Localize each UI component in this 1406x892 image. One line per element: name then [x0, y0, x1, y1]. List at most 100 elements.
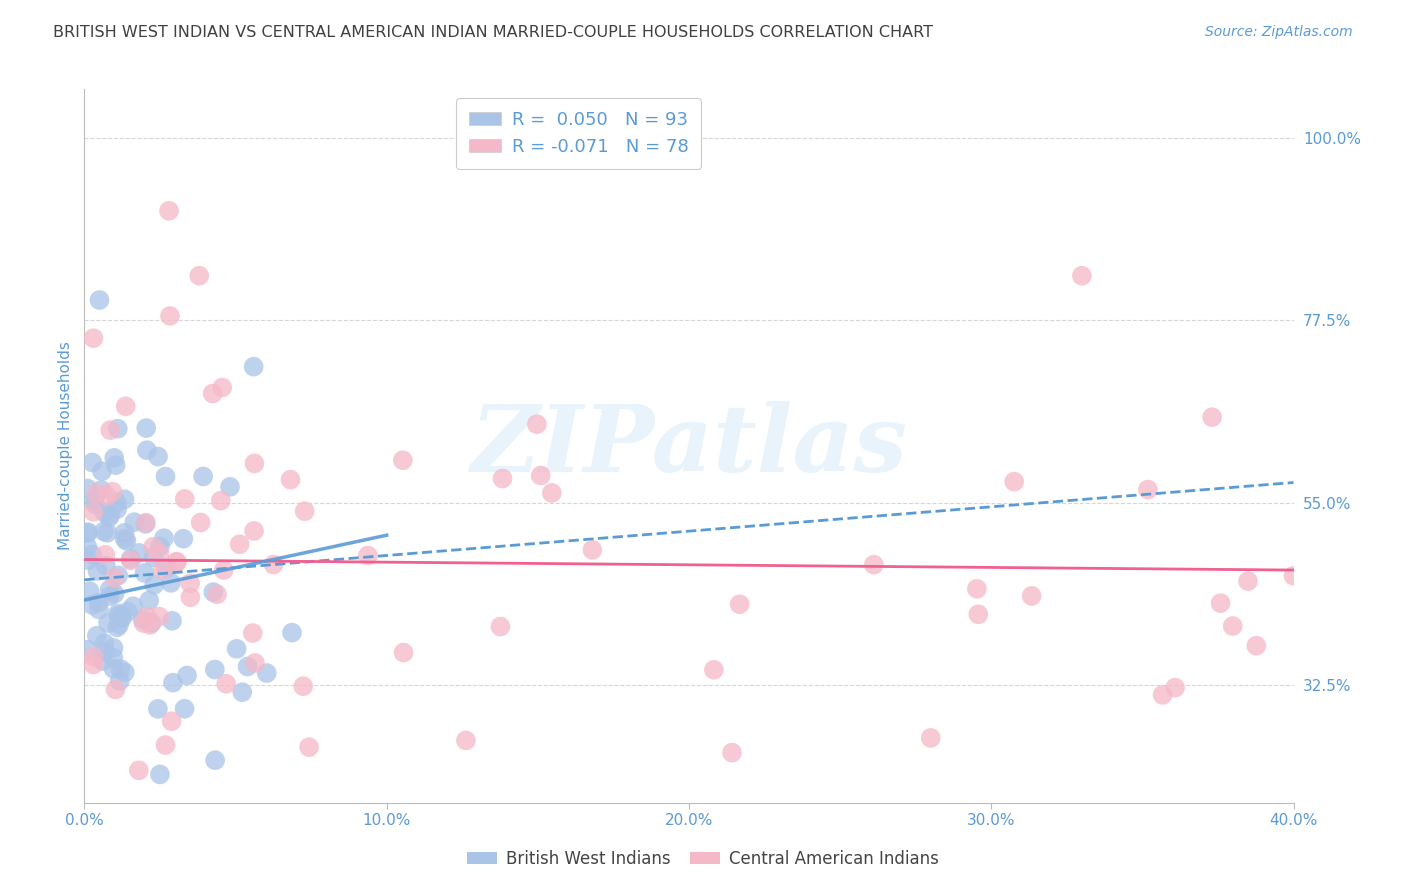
Point — [76, 482, 98, 496]
Point — [98, 589, 121, 603]
Point — [79, 584, 101, 599]
Point — [256, 666, 278, 681]
Point — [148, 547, 170, 561]
Point — [142, 540, 165, 554]
Point — [87, 602, 110, 616]
Point — [138, 593, 160, 607]
Point — [454, 733, 477, 747]
Point — [242, 359, 264, 374]
Point — [166, 555, 188, 569]
Point — [105, 620, 128, 634]
Point — [1164, 681, 1187, 695]
Legend: R =  0.050   N = 93, R = -0.071   N = 78: R = 0.050 N = 93, R = -0.071 N = 78 — [456, 98, 702, 169]
Point — [94, 548, 117, 562]
Point — [128, 546, 150, 560]
Point — [201, 386, 224, 401]
Point — [155, 738, 177, 752]
Point — [1201, 410, 1223, 425]
Point — [160, 575, 183, 590]
Point — [77, 553, 100, 567]
Point — [90, 483, 112, 497]
Point — [243, 656, 266, 670]
Point — [120, 553, 142, 567]
Point — [111, 611, 134, 625]
Point — [236, 659, 259, 673]
Point — [93, 524, 115, 539]
Point — [82, 505, 104, 519]
Point — [160, 714, 183, 729]
Point — [862, 558, 884, 572]
Point — [86, 564, 108, 578]
Point — [107, 568, 129, 582]
Point — [152, 562, 174, 576]
Point — [93, 636, 115, 650]
Point — [122, 599, 145, 614]
Point — [294, 504, 316, 518]
Point — [146, 702, 169, 716]
Point — [357, 549, 380, 563]
Point — [149, 540, 172, 554]
Point — [243, 457, 266, 471]
Text: BRITISH WEST INDIAN VS CENTRAL AMERICAN INDIAN MARRIED-COUPLE HOUSEHOLDS CORRELA: BRITISH WEST INDIAN VS CENTRAL AMERICAN … — [53, 25, 934, 40]
Point — [540, 486, 562, 500]
Point — [281, 625, 304, 640]
Point — [211, 380, 233, 394]
Point — [280, 473, 302, 487]
Point — [76, 642, 98, 657]
Point — [124, 515, 146, 529]
Point — [721, 746, 744, 760]
Point — [155, 469, 177, 483]
Point — [84, 498, 107, 512]
Point — [191, 469, 214, 483]
Point — [202, 585, 225, 599]
Point — [135, 516, 157, 530]
Point — [155, 561, 177, 575]
Point — [162, 675, 184, 690]
Point — [104, 682, 127, 697]
Point — [173, 702, 195, 716]
Point — [83, 649, 105, 664]
Point — [530, 468, 553, 483]
Point — [1237, 574, 1260, 588]
Point — [204, 663, 226, 677]
Point — [83, 493, 105, 508]
Point — [219, 480, 242, 494]
Point — [242, 626, 264, 640]
Point — [82, 455, 104, 469]
Point — [98, 510, 121, 524]
Point — [105, 495, 128, 509]
Point — [91, 654, 114, 668]
Point — [1071, 268, 1094, 283]
Point — [489, 619, 512, 633]
Point — [263, 558, 285, 572]
Point — [103, 640, 125, 655]
Point — [117, 605, 139, 619]
Point — [110, 609, 132, 624]
Point — [108, 673, 131, 688]
Point — [100, 508, 122, 522]
Point — [132, 616, 155, 631]
Point — [77, 525, 100, 540]
Point — [114, 665, 136, 680]
Point — [703, 663, 725, 677]
Point — [172, 532, 194, 546]
Point — [82, 657, 104, 672]
Point — [1002, 475, 1025, 489]
Point — [204, 753, 226, 767]
Point — [231, 685, 253, 699]
Point — [228, 537, 250, 551]
Point — [160, 614, 183, 628]
Point — [97, 615, 120, 630]
Point — [966, 582, 988, 596]
Point — [91, 464, 114, 478]
Point — [114, 400, 136, 414]
Point — [89, 293, 111, 307]
Point — [82, 548, 104, 562]
Point — [98, 423, 121, 437]
Point — [967, 607, 990, 622]
Point — [148, 609, 170, 624]
Point — [728, 597, 751, 611]
Point — [103, 450, 125, 465]
Point — [392, 646, 415, 660]
Point — [526, 417, 548, 432]
